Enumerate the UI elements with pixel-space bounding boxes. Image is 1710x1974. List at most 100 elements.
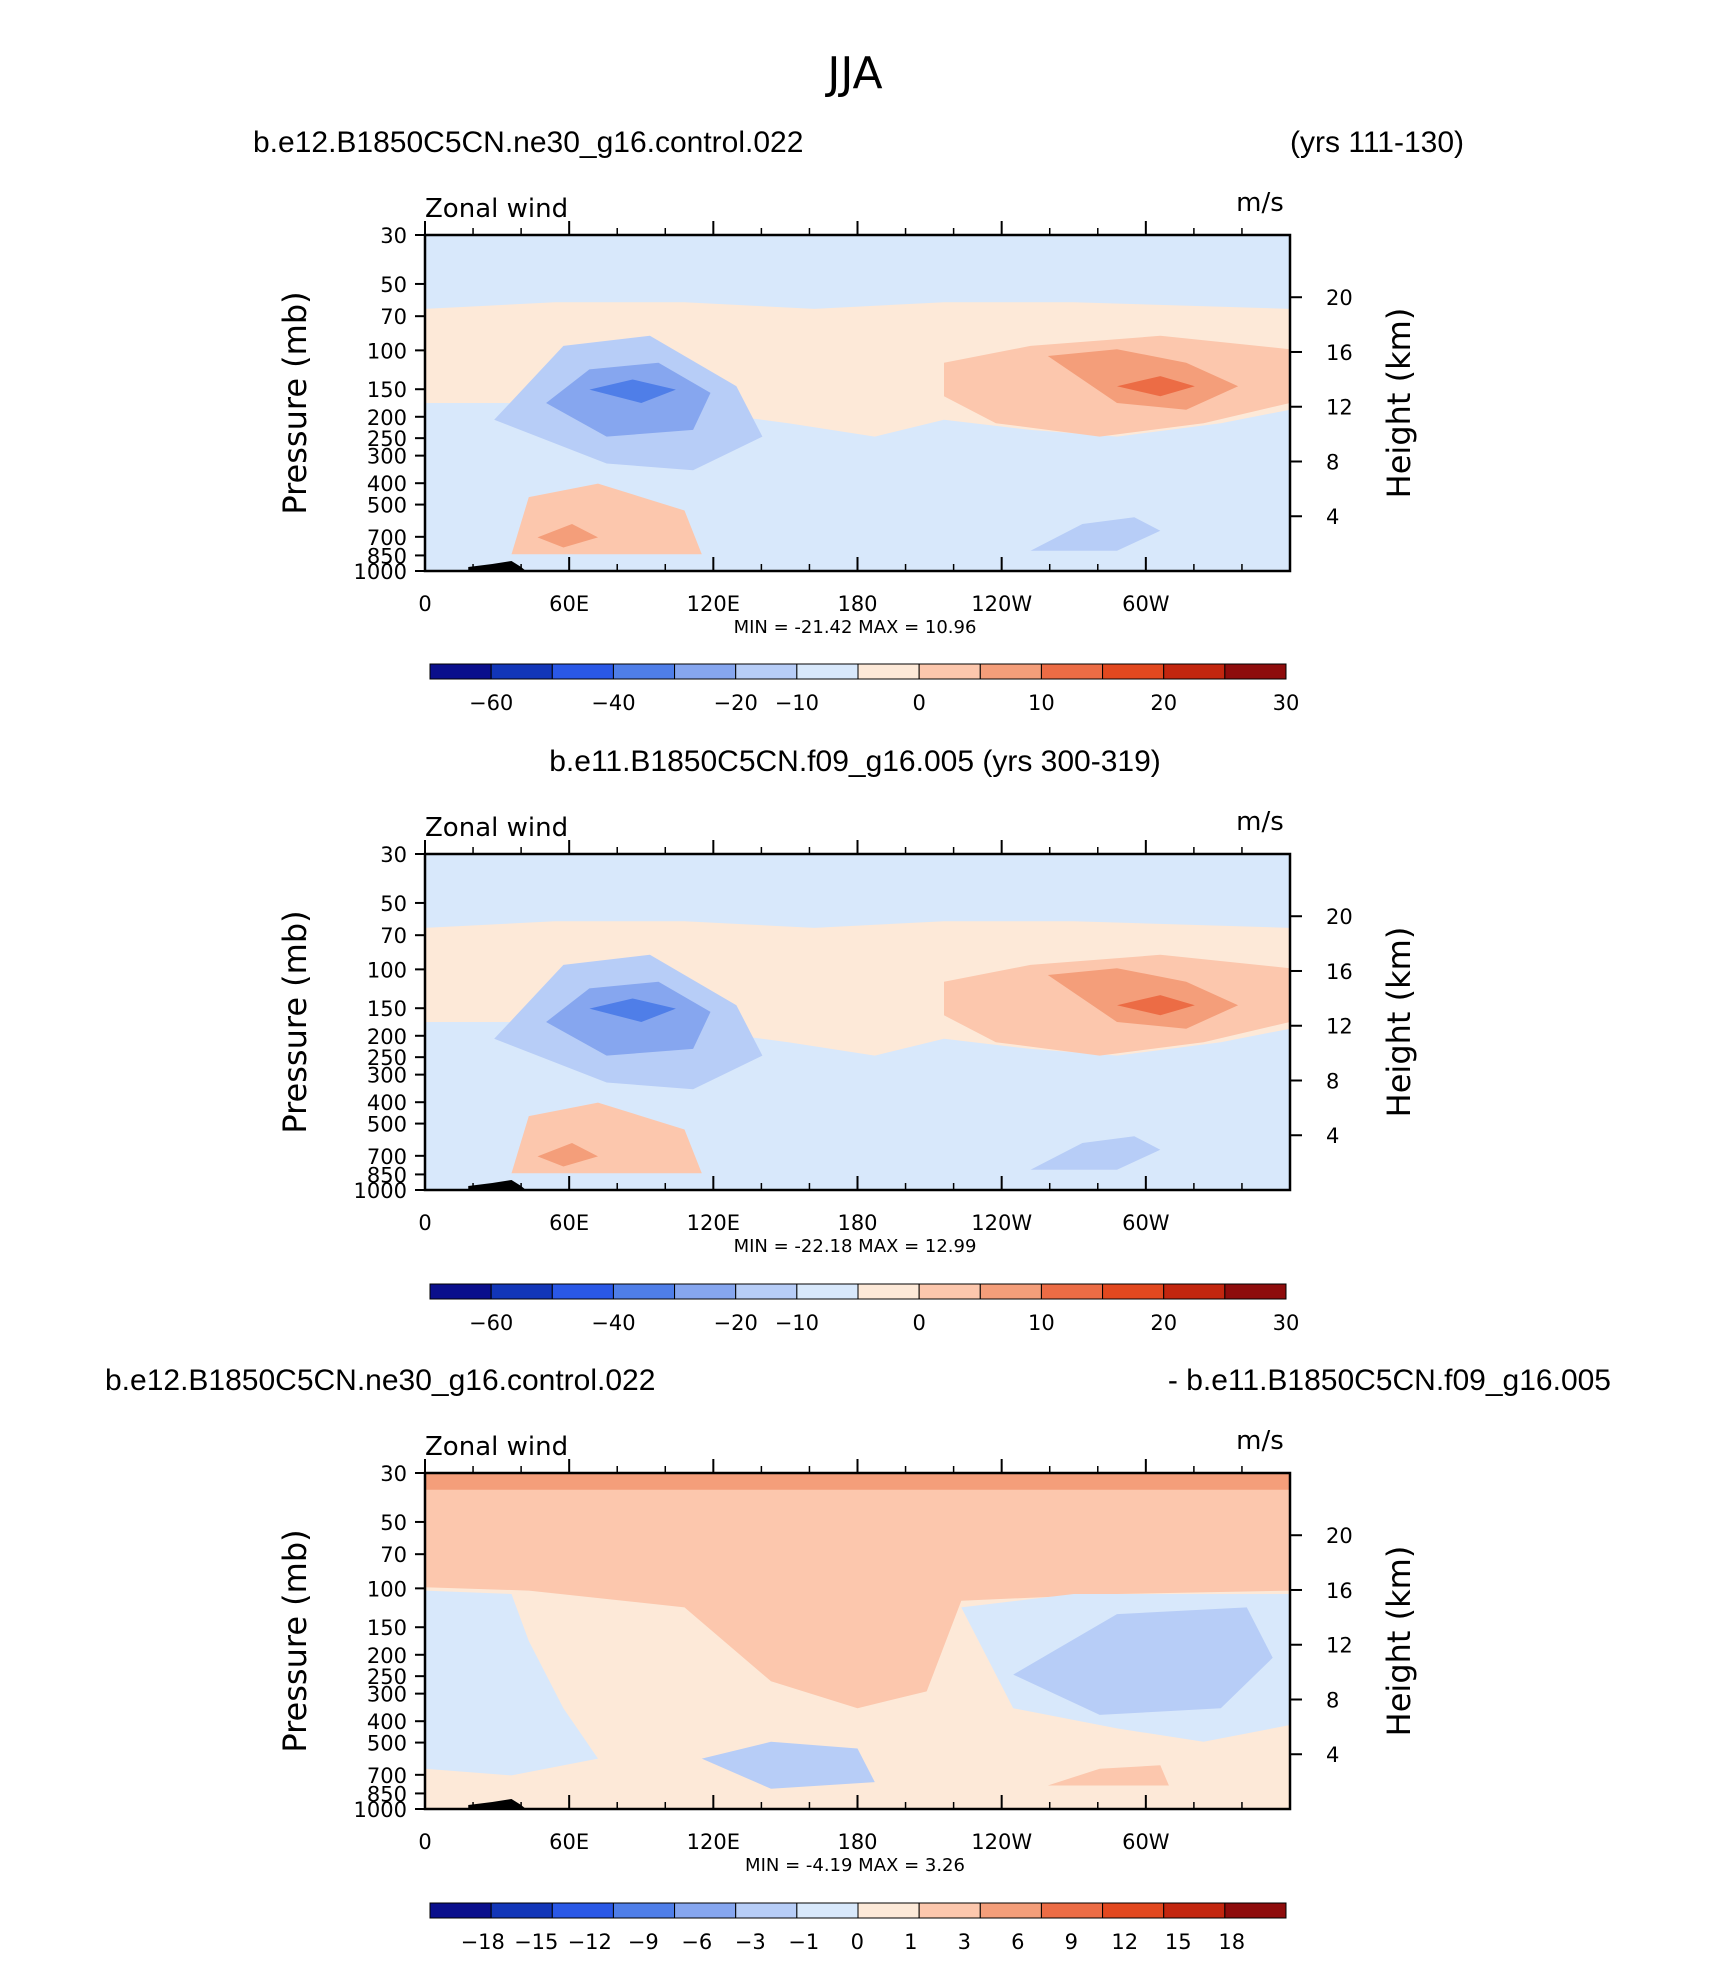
topography <box>468 1180 526 1190</box>
x-tick-label: 60W <box>1122 1830 1170 1854</box>
colorbar-box <box>735 1283 798 1300</box>
min-max-text: MIN = -21.42 MAX = 10.96 <box>734 617 977 638</box>
variable-label: Zonal wind <box>425 813 568 843</box>
colorbar-label: −20 <box>714 1311 758 1335</box>
colorbar-box <box>796 1902 859 1919</box>
colorbar-box <box>1224 1283 1287 1300</box>
positive-jet-core <box>1117 995 1195 1016</box>
colorbar-box <box>674 1902 737 1919</box>
colorbar-label: −9 <box>628 1930 659 1954</box>
colorbar-label: −12 <box>568 1930 612 1954</box>
y-tick-label: 700 <box>367 1764 407 1788</box>
topography <box>468 561 526 571</box>
y-tick-label: 50 <box>380 1511 407 1535</box>
min-max-text: MIN = -22.18 MAX = 12.99 <box>734 1236 977 1257</box>
colorbar-label: −18 <box>461 1930 505 1954</box>
title-right: (yrs 111-130) <box>1290 126 1464 159</box>
x-tick-label: 0 <box>418 1830 431 1854</box>
colorbar-box <box>735 1902 798 1919</box>
colorbar-box <box>674 663 737 680</box>
colorbar-label: 18 <box>1218 1930 1245 1954</box>
y-tick-label: 400 <box>367 1710 407 1734</box>
x-tick-label: 60W <box>1122 1211 1170 1235</box>
colorbar-label: 20 <box>1150 1311 1177 1335</box>
y-tick-label: 30 <box>380 224 407 248</box>
panels: 0 60E 120E 180 120W 60W3050701001502002503004… <box>105 126 1611 1954</box>
y-tick-label: 300 <box>367 1683 407 1707</box>
y-right-axis-label: Height (km) <box>1380 308 1418 499</box>
y-tick-label: 200 <box>367 1644 407 1668</box>
contour-field <box>425 854 1290 1190</box>
y-tick-label: 30 <box>380 1462 407 1486</box>
colorbar-label: −1 <box>788 1930 819 1954</box>
colorbar-box <box>490 1283 553 1300</box>
panel-2: 0 60E 120E 180 120W 60W3050701001502002503004… <box>276 745 1418 1335</box>
y-tick-label: 300 <box>367 1064 407 1088</box>
colorbar-label: 3 <box>958 1930 971 1954</box>
y-right-tick-label: 16 <box>1326 1579 1353 1603</box>
colorbar-box <box>796 1283 859 1300</box>
y-tick-label: 700 <box>367 1145 407 1169</box>
colorbar-box <box>918 1283 981 1300</box>
left-negative <box>425 1590 598 1776</box>
colorbar-label: 10 <box>1028 1311 1055 1335</box>
topography <box>468 1799 526 1809</box>
y-tick-label: 850 <box>367 1163 407 1187</box>
x-tick-label: 120E <box>687 592 740 616</box>
colorbar-label: 15 <box>1165 1930 1192 1954</box>
x-tick-label: 120W <box>971 1830 1032 1854</box>
y-right-tick-label: 8 <box>1326 450 1339 474</box>
y-tick-label: 250 <box>367 427 407 451</box>
variable-label: Zonal wind <box>425 194 568 224</box>
y-right-axis-label: Height (km) <box>1380 1546 1418 1737</box>
y-right-tick-label: 20 <box>1326 1524 1353 1548</box>
y-tick-label: 500 <box>367 1732 407 1756</box>
colorbar-label: −60 <box>469 691 513 715</box>
x-tick-label: 120W <box>971 592 1032 616</box>
x-tick-label: 120E <box>687 1211 740 1235</box>
y-tick-label: 500 <box>367 494 407 518</box>
colorbar-label: 30 <box>1273 1311 1300 1335</box>
colorbar-box <box>612 1283 676 1300</box>
min-max-text: MIN = -4.19 MAX = 3.26 <box>745 1855 965 1876</box>
y-tick-label: 70 <box>380 305 407 329</box>
colorbar-box <box>490 1902 553 1919</box>
contour-field <box>425 235 1290 571</box>
y-right-tick-label: 20 <box>1326 286 1353 310</box>
y-tick-label: 70 <box>380 1543 407 1567</box>
x-tick-label: 60E <box>549 592 589 616</box>
y-tick-label: 70 <box>380 924 407 948</box>
y-right-tick-label: 12 <box>1326 396 1353 420</box>
figure-title: JJA <box>824 48 882 99</box>
lowlevel-positive-core <box>537 524 598 548</box>
colorbar-box <box>1040 1283 1104 1300</box>
y-tick-label: 100 <box>367 1577 407 1601</box>
y-right-tick-label: 4 <box>1326 1124 1339 1148</box>
x-tick-label: 0 <box>418 1211 431 1235</box>
y-right-tick-label: 8 <box>1326 1069 1339 1093</box>
title-left: b.e12.B1850C5CN.ne30_g16.control.022 <box>105 1364 655 1397</box>
y-axis-label: Pressure (mb) <box>276 910 314 1133</box>
y-right-tick-label: 16 <box>1326 960 1353 984</box>
colorbar-box <box>429 1283 492 1300</box>
colorbar-box <box>918 1902 981 1919</box>
colorbar-label: −60 <box>469 1311 513 1335</box>
colorbar-label: −10 <box>775 691 819 715</box>
units-label: m/s <box>1236 807 1284 837</box>
colorbar-box <box>429 1902 492 1919</box>
negative-jet-core <box>589 998 676 1022</box>
y-tick-label: 1000 <box>354 560 407 584</box>
units-label: m/s <box>1236 188 1284 218</box>
x-tick-label: 180 <box>837 592 877 616</box>
colorbar-box <box>429 663 492 680</box>
y-right-tick-label: 12 <box>1326 1634 1353 1658</box>
colorbar-box <box>979 1902 1042 1919</box>
y-tick-label: 1000 <box>354 1798 407 1822</box>
y-tick-label: 500 <box>367 1113 407 1137</box>
y-tick-label: 850 <box>367 544 407 568</box>
x-tick-label: 180 <box>837 1830 877 1854</box>
x-tick-label: 180 <box>837 1211 877 1235</box>
title-center: b.e11.B1850C5CN.f09_g16.005 (yrs 300-319… <box>549 745 1161 778</box>
colorbar-box <box>796 663 859 680</box>
positive-jet-middle <box>1047 349 1239 410</box>
